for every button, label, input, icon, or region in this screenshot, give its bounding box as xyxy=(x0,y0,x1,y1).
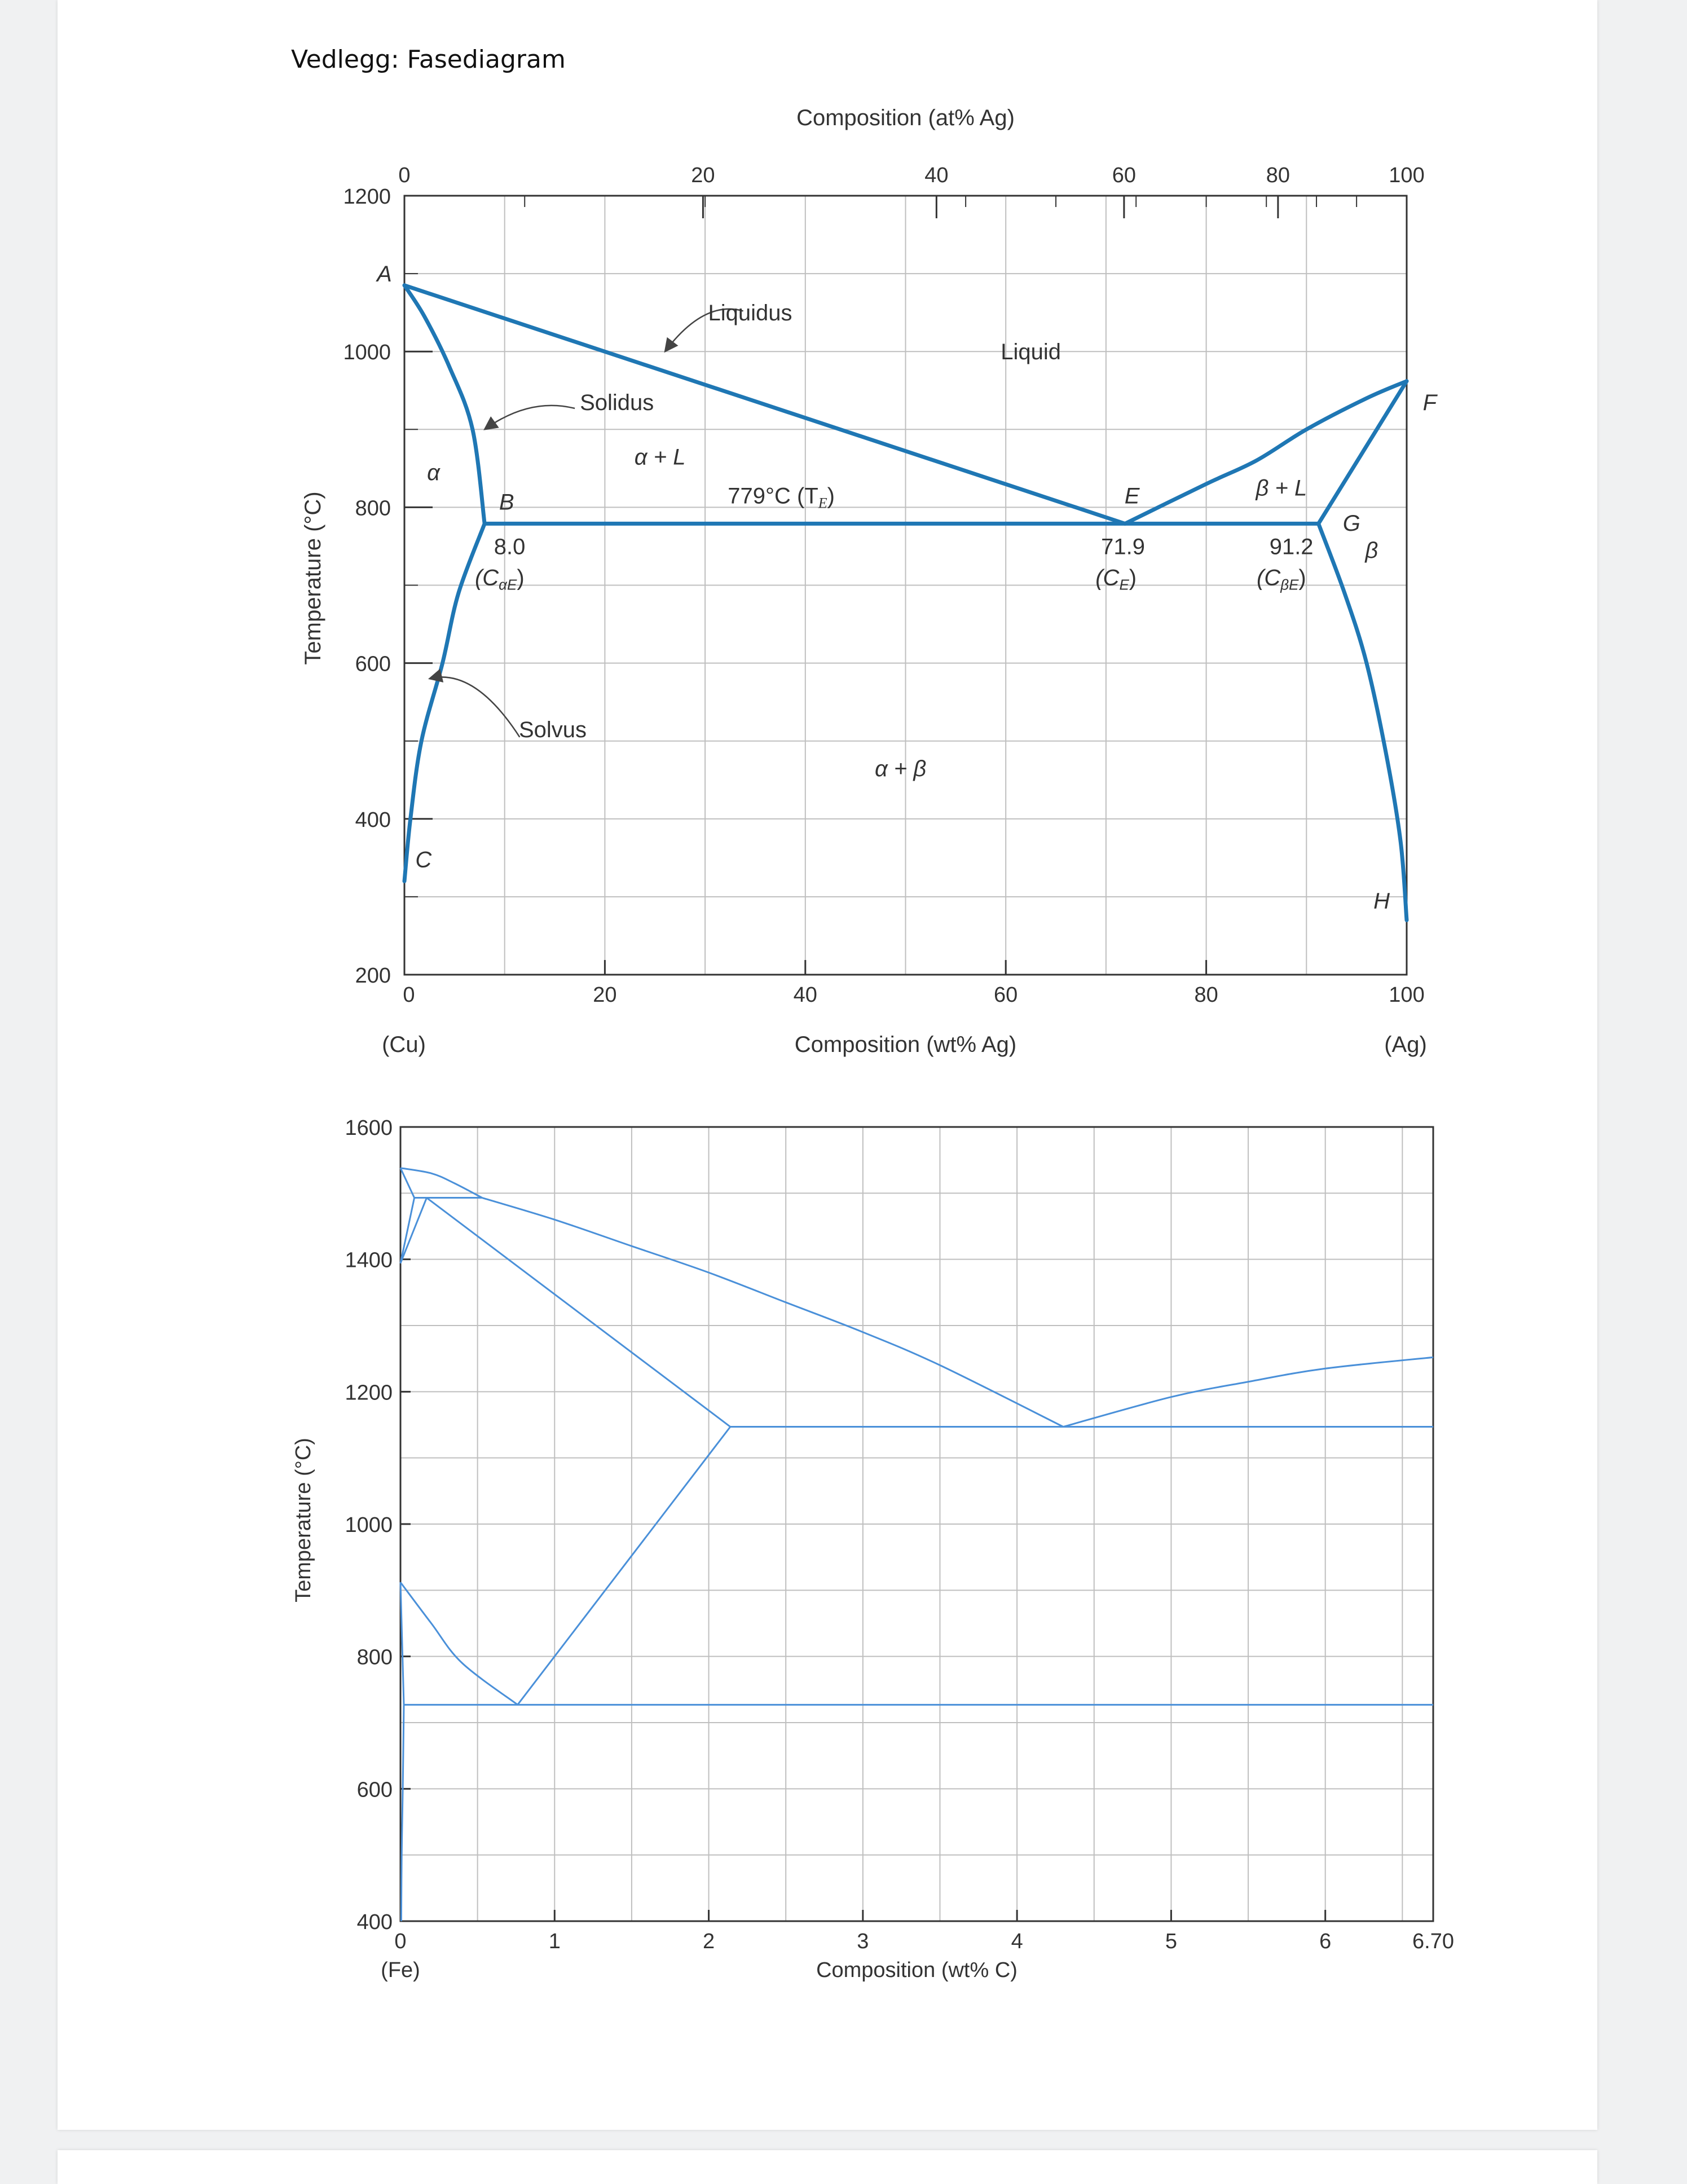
x-top-tick-label: 80 xyxy=(1266,164,1290,187)
closing-paren: ) xyxy=(1129,566,1137,591)
annotation-label: E xyxy=(1125,483,1140,508)
annotation-label: Liquidus xyxy=(708,301,792,325)
x-tick-label: 3 xyxy=(857,1930,869,1953)
x-tick-label: 5 xyxy=(1165,1930,1177,1953)
x-tick-label: 20 xyxy=(593,983,616,1007)
document-page xyxy=(58,0,1597,2130)
y-axis-label: Temperature (°C) xyxy=(301,491,325,664)
phase-boundary-line xyxy=(402,283,487,526)
subscript: βE xyxy=(1280,576,1299,593)
annotation-label: A xyxy=(376,262,392,287)
x-end-label-left: (Cu) xyxy=(382,1032,426,1057)
x-tick-label: 2 xyxy=(703,1930,715,1953)
phase-boundary-line xyxy=(399,1168,415,1199)
annotation-label: G xyxy=(1343,511,1360,536)
phase-boundary-line xyxy=(399,1197,428,1264)
annotation-label: Solvus xyxy=(519,717,587,742)
annotation-label: (CE) xyxy=(1095,566,1137,593)
annotation-arrow xyxy=(483,404,575,430)
x-tick-label: 60 xyxy=(994,983,1018,1007)
annotation-label: (CαE) xyxy=(475,566,525,593)
phase-boundary-line xyxy=(426,1197,731,1428)
closing-paren: ) xyxy=(827,483,835,508)
phase-boundary-line xyxy=(400,1705,405,1922)
annotation-label: α xyxy=(427,460,441,485)
phase-boundary-line xyxy=(482,1197,1064,1428)
y-tick-label: 200 xyxy=(355,964,391,988)
x-tick-label: 4 xyxy=(1011,1930,1023,1953)
annotation-label: 8.0 xyxy=(494,534,526,559)
document-title: Vedlegg: Fasediagram xyxy=(291,45,566,74)
x-end-label-right: (Ag) xyxy=(1384,1032,1427,1057)
phase-boundary-line xyxy=(1063,1356,1434,1428)
phase-boundary-line xyxy=(402,283,1127,526)
y-tick-label: 600 xyxy=(355,653,391,676)
y-tick-label: 1000 xyxy=(343,341,391,364)
x-axis-label: Composition (wt% C) xyxy=(816,1958,1018,1982)
phase-boundary-line xyxy=(1316,379,1409,526)
x-top-axis-label: Composition (at% Ag) xyxy=(796,105,1015,130)
annotation-label: β + L xyxy=(1256,476,1307,501)
y-tick-label: 600 xyxy=(357,1778,393,1802)
closing-paren: ) xyxy=(517,566,524,591)
y-tick-label: 400 xyxy=(357,1910,393,1934)
y-tick-label: 800 xyxy=(355,496,391,520)
annotation-label: F xyxy=(1423,390,1438,415)
annotation-label: α + β xyxy=(875,756,926,781)
y-tick-label: 1600 xyxy=(345,1116,393,1140)
subscript: E xyxy=(818,495,827,511)
subscript: αE xyxy=(499,576,517,593)
annotation-label: B xyxy=(499,490,514,515)
y-axis-label: Temperature (°C) xyxy=(292,1438,315,1602)
x-tick-label: 6 xyxy=(1319,1930,1331,1953)
y-tick-label: 1200 xyxy=(345,1381,393,1404)
x-top-tick-label: 60 xyxy=(1112,164,1136,187)
annotation-arrow xyxy=(428,668,521,738)
annotation-label: 91.2 xyxy=(1270,534,1314,559)
x-tick-label: 1 xyxy=(549,1930,561,1953)
annotation-label: Solidus xyxy=(580,390,654,415)
x-top-tick-label: 0 xyxy=(398,164,410,187)
phase-boundary-line xyxy=(399,1582,518,1706)
x-tick-label: 80 xyxy=(1194,983,1218,1007)
y-tick-label: 400 xyxy=(355,808,391,832)
y-tick-label: 800 xyxy=(357,1646,393,1670)
phase-boundary-line xyxy=(1123,379,1409,526)
phase-boundary-line xyxy=(399,1197,416,1264)
annotation-label: 779°C (TE) xyxy=(728,483,835,511)
y-tick-label: 1000 xyxy=(345,1513,393,1537)
phase-boundary-line xyxy=(1316,521,1409,922)
fe-c-phase-diagram: 0 1 2 3 4 5 6 6.70 400 600 800 1000 1200 1400 1600 Comp… xyxy=(292,1116,1454,1982)
x-top-tick-label: 100 xyxy=(1389,164,1424,187)
subscript: E xyxy=(1119,576,1129,593)
annotation-label: H xyxy=(1373,889,1390,914)
x-tick-label: 100 xyxy=(1389,983,1424,1007)
annotation-label: β xyxy=(1364,538,1378,563)
annotation-label: 71.9 xyxy=(1101,534,1145,559)
annotation-arrow xyxy=(664,308,743,353)
x-top-tick-label: 40 xyxy=(924,164,948,187)
annotation-label: α + L xyxy=(635,444,686,469)
x-tick-label: 6.70 xyxy=(1412,1930,1454,1953)
annotation-label: Liquid xyxy=(1001,340,1061,364)
annotation-label: C xyxy=(415,847,432,872)
phase-boundary-line xyxy=(517,1426,732,1706)
x-axis-label: Composition (wt% Ag) xyxy=(795,1032,1016,1057)
phase-boundary-line xyxy=(399,1582,405,1705)
cu-ag-phase-diagram: 0 20 40 60 80 1000 20 40 60 80 1002004006008001000… xyxy=(301,105,1438,1057)
y-tick-label: 1200 xyxy=(343,185,391,209)
x-end-label-left: (Fe) xyxy=(381,1958,420,1982)
annotation-label: (CβE) xyxy=(1257,566,1306,593)
phase-boundary-line xyxy=(400,1167,483,1199)
x-tick-label: 40 xyxy=(794,983,817,1007)
phase-boundary-line xyxy=(402,521,487,883)
x-top-tick-label: 20 xyxy=(691,164,715,187)
y-tick-label: 1400 xyxy=(345,1249,393,1272)
x-tick-label: 0 xyxy=(394,1930,406,1953)
closing-paren: ) xyxy=(1298,566,1306,591)
x-tick-label: 0 xyxy=(403,983,415,1007)
